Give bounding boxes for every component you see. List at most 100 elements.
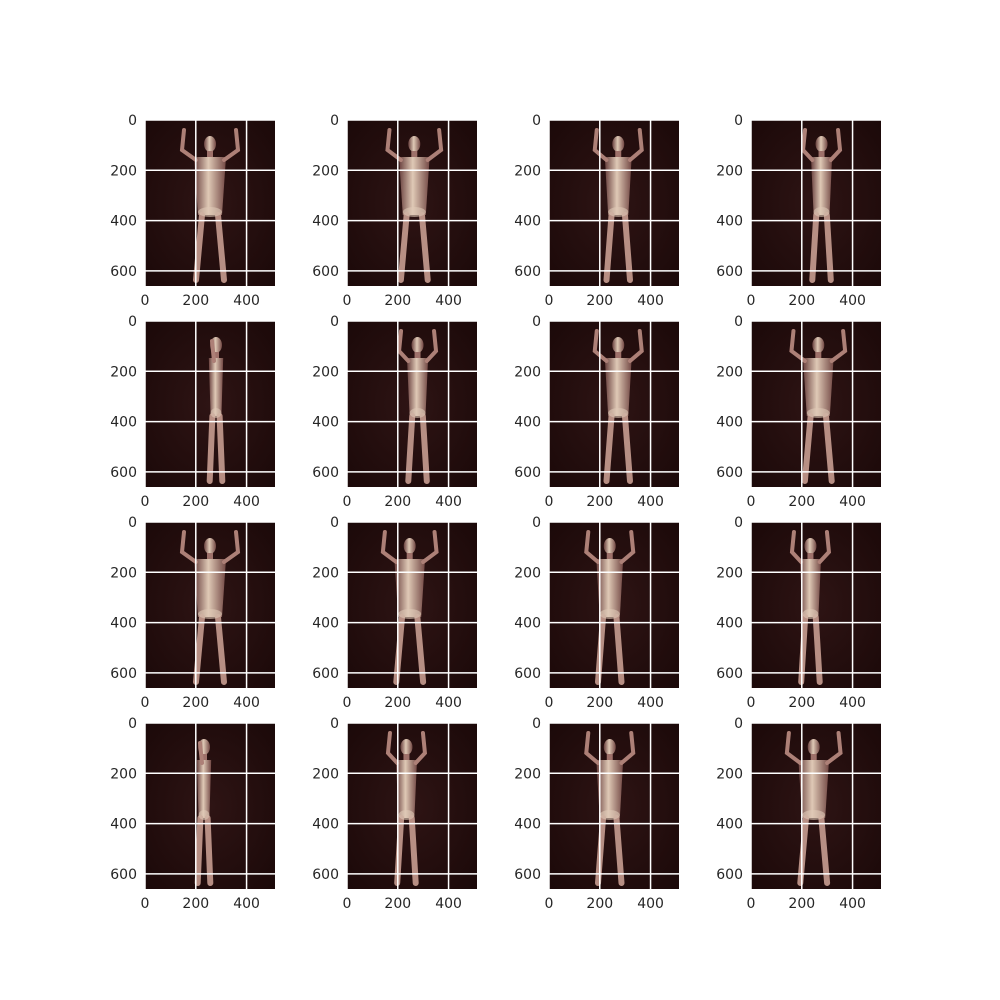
figure-hip xyxy=(409,408,426,418)
figure-head xyxy=(812,337,825,353)
y-tick-label: 400 xyxy=(312,817,339,833)
figure-neck xyxy=(411,151,418,157)
figure-hip xyxy=(402,207,426,217)
figure-neck xyxy=(818,151,825,157)
figure-right-leg xyxy=(408,815,419,886)
x-tick-label: 200 xyxy=(182,494,209,510)
x-tick-label: 400 xyxy=(637,896,664,912)
figure-left-leg xyxy=(193,614,205,685)
figure-left-arm xyxy=(584,731,601,765)
figure-left-leg xyxy=(194,815,204,886)
x-tick-label: 0 xyxy=(343,293,352,309)
y-tick-label: 200 xyxy=(514,766,541,782)
x-tick-label: 400 xyxy=(233,695,260,711)
figure-neck xyxy=(207,553,213,559)
panel-figure xyxy=(789,530,832,685)
subplot-panel: 0 200 400 0 200 400 600 xyxy=(312,314,477,510)
figure-torso xyxy=(798,760,830,818)
figure-neck xyxy=(606,754,613,760)
figure-right-leg xyxy=(812,614,823,685)
figure-head xyxy=(400,739,413,755)
x-tick-label: 0 xyxy=(545,695,554,711)
figure-left-arm xyxy=(396,329,411,363)
subplot-panel: 0 200 400 0 200 400 600 xyxy=(514,515,679,711)
y-tick-label: 0 xyxy=(128,716,137,732)
y-tick-label: 600 xyxy=(110,867,137,883)
figure-right-arm xyxy=(222,128,241,162)
x-tick-label: 200 xyxy=(586,293,613,309)
figure-hip xyxy=(398,810,415,820)
figure-left-leg xyxy=(603,212,615,283)
x-tick-label: 0 xyxy=(343,494,352,510)
y-tick-label: 200 xyxy=(514,364,541,380)
x-tick-label: 200 xyxy=(586,494,613,510)
x-tick-label: 400 xyxy=(233,293,260,309)
y-tick-label: 200 xyxy=(110,766,137,782)
subplot-panel: 0 200 400 0 200 400 600 xyxy=(110,515,275,711)
figure-torso xyxy=(802,358,834,416)
y-tick-label: 600 xyxy=(110,666,137,682)
y-tick-label: 400 xyxy=(110,817,137,833)
y-tick-label: 200 xyxy=(312,766,339,782)
figure-right-arm xyxy=(619,731,636,765)
y-tick-label: 600 xyxy=(514,264,541,280)
x-tick-label: 0 xyxy=(545,293,554,309)
panel-figure xyxy=(789,329,848,484)
figure-right-arm xyxy=(424,329,439,363)
y-tick-label: 400 xyxy=(110,214,137,230)
y-tick-label: 0 xyxy=(128,314,137,330)
subplot-panel: 0 200 400 0 200 400 600 xyxy=(514,716,679,912)
figure-torso xyxy=(596,559,624,617)
figure-right-leg xyxy=(621,212,633,283)
figure-hip xyxy=(398,609,422,619)
x-tick-label: 0 xyxy=(141,695,150,711)
figure-head xyxy=(403,538,416,554)
figure-neck xyxy=(615,352,622,358)
x-tick-label: 400 xyxy=(637,293,664,309)
subplot-panel: 0 200 400 0 200 400 600 xyxy=(716,314,881,510)
figure-left-arm xyxy=(789,530,804,564)
figure-hip xyxy=(802,810,826,820)
y-tick-label: 200 xyxy=(514,163,541,179)
panel-figure xyxy=(206,337,226,484)
x-tick-label: 200 xyxy=(182,293,209,309)
figure-right-leg xyxy=(204,815,214,886)
y-tick-label: 200 xyxy=(312,163,339,179)
figure-hip xyxy=(806,408,830,418)
figure-head xyxy=(603,739,616,755)
y-tick-label: 0 xyxy=(532,716,541,732)
x-tick-label: 400 xyxy=(839,896,866,912)
figure-right-arm xyxy=(413,731,428,765)
y-tick-label: 0 xyxy=(330,716,339,732)
x-tick-label: 0 xyxy=(141,896,150,912)
y-tick-label: 600 xyxy=(312,666,339,682)
subplot-panel: 0 200 400 0 200 400 600 xyxy=(716,716,881,912)
figure-left-arm xyxy=(584,530,601,564)
x-tick-label: 400 xyxy=(435,896,462,912)
figure-head xyxy=(815,136,828,152)
subplot-panel: 0 200 400 0 200 400 600 xyxy=(514,113,679,309)
figure-torso xyxy=(810,157,833,215)
figure-neck xyxy=(406,553,413,559)
subplot-panel: 0 200 400 0 200 400 600 xyxy=(514,314,679,510)
y-tick-label: 400 xyxy=(716,415,743,431)
x-tick-label: 200 xyxy=(384,293,411,309)
panel-figure xyxy=(380,530,439,685)
figure-neck xyxy=(807,553,814,559)
y-tick-label: 600 xyxy=(716,465,743,481)
figure-torso xyxy=(406,358,429,416)
figure-left-arm xyxy=(800,128,815,162)
y-tick-label: 600 xyxy=(514,666,541,682)
x-tick-label: 200 xyxy=(384,896,411,912)
y-tick-label: 0 xyxy=(734,314,743,330)
figure-torso xyxy=(208,358,224,416)
panel-figure xyxy=(584,530,636,685)
x-tick-label: 400 xyxy=(637,695,664,711)
x-tick-label: 200 xyxy=(788,494,815,510)
figure-right-leg xyxy=(414,614,427,685)
y-tick-label: 200 xyxy=(110,565,137,581)
panel-figure xyxy=(385,731,428,886)
figure-arm xyxy=(210,339,216,363)
x-tick-label: 400 xyxy=(839,293,866,309)
figure-torso xyxy=(398,157,430,215)
